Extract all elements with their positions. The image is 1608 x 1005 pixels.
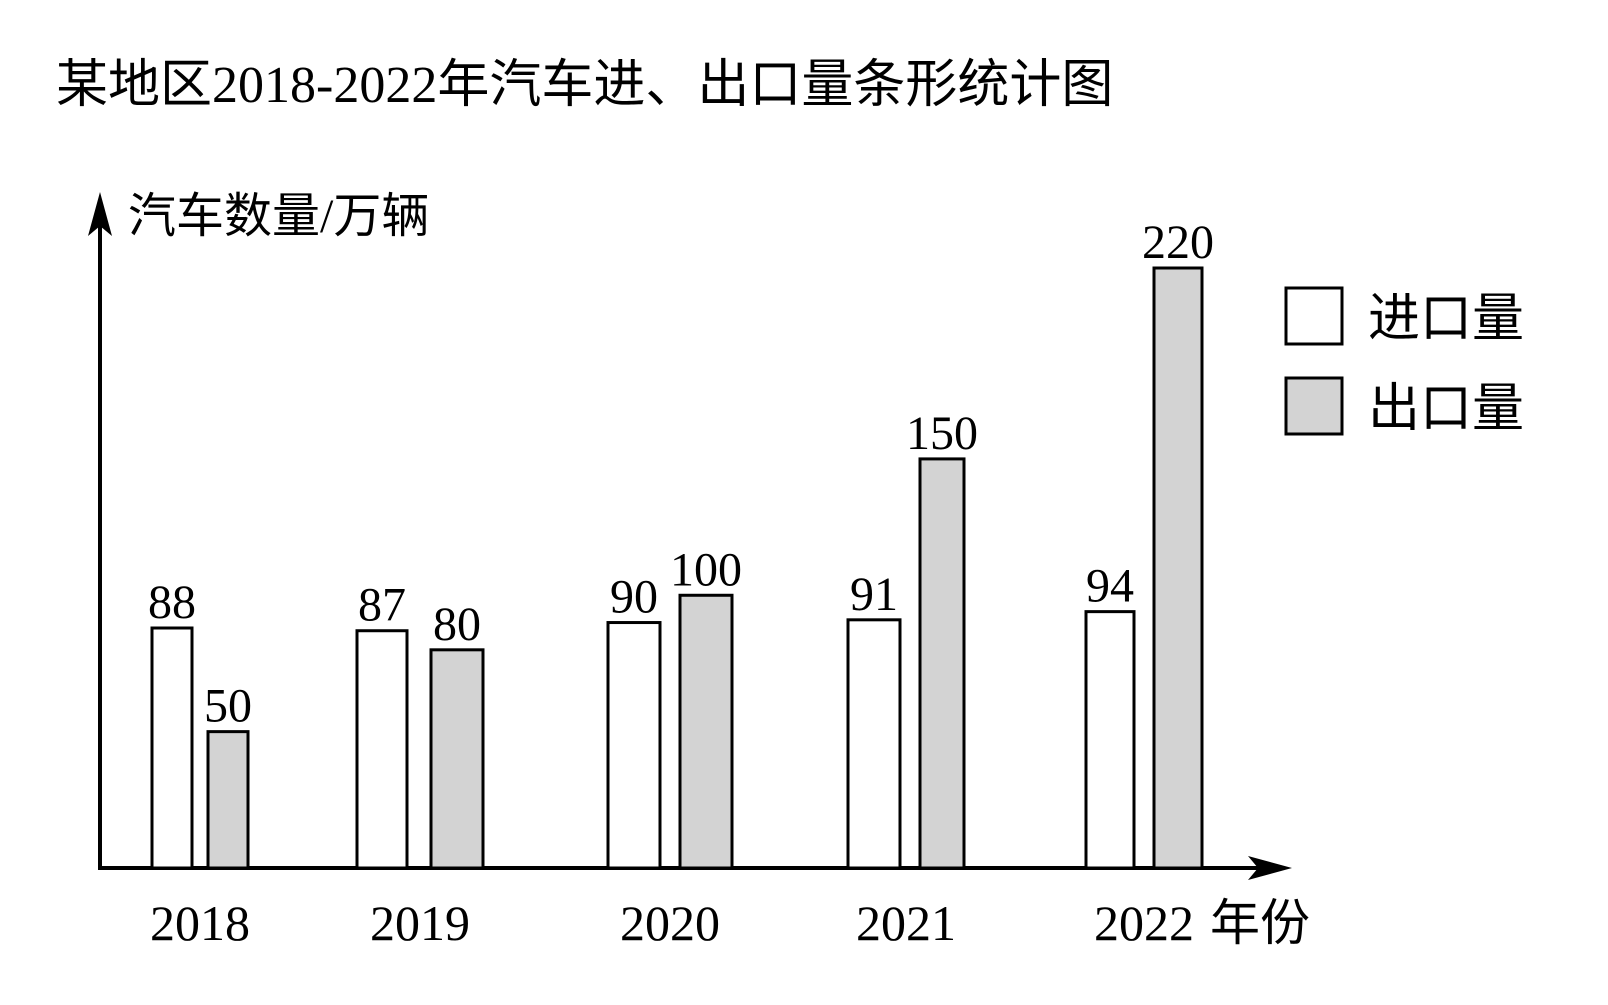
- legend-swatch-export: [1284, 376, 1344, 436]
- x-tick-label-2021: 2021: [856, 895, 956, 951]
- bar-import-2021: [846, 618, 902, 870]
- data-label-export-2020: 100: [670, 543, 742, 596]
- bar-export-2019: [429, 648, 485, 870]
- data-label-export-2022: 220: [1142, 216, 1214, 269]
- bar-import-2018: [150, 626, 194, 870]
- bar-export-2022: [1152, 266, 1204, 870]
- y-axis-label: 汽车数量/万辆: [128, 190, 429, 243]
- legend-label-export: 出口量: [1368, 381, 1524, 438]
- data-label-export-2018: 50: [204, 680, 252, 733]
- bar-export-2021: [918, 457, 966, 870]
- bar-import-2022: [1084, 610, 1136, 870]
- chart-title: 某地区2018-2022年汽车进、出口量条形统计图: [56, 57, 1113, 114]
- bar-export-2020: [678, 593, 734, 870]
- legend-label-import: 进口量: [1368, 291, 1524, 348]
- data-label-export-2019: 80: [433, 598, 481, 651]
- bar-export-2018: [206, 730, 250, 870]
- data-label-export-2021: 150: [906, 407, 978, 460]
- bar-import-2019: [355, 629, 409, 870]
- x-axis-unit-label: 年份: [1210, 895, 1310, 951]
- data-label-import-2018: 88: [148, 576, 196, 629]
- legend-swatch-import: [1284, 286, 1344, 346]
- data-label-import-2020: 90: [610, 571, 658, 624]
- data-label-import-2021: 91: [850, 568, 898, 621]
- x-tick-label-2018: 2018: [150, 895, 250, 951]
- data-label-import-2022: 94: [1086, 560, 1134, 613]
- x-tick-label-2022: 2022: [1094, 895, 1194, 951]
- bar-import-2020: [606, 621, 662, 870]
- data-label-import-2019: 87: [358, 579, 406, 632]
- x-tick-label-2019: 2019: [370, 895, 470, 951]
- x-tick-label-2020: 2020: [620, 895, 720, 951]
- y-axis-arrow: [88, 192, 112, 236]
- x-axis-arrow: [1248, 856, 1292, 880]
- bars-layer: [150, 266, 1204, 870]
